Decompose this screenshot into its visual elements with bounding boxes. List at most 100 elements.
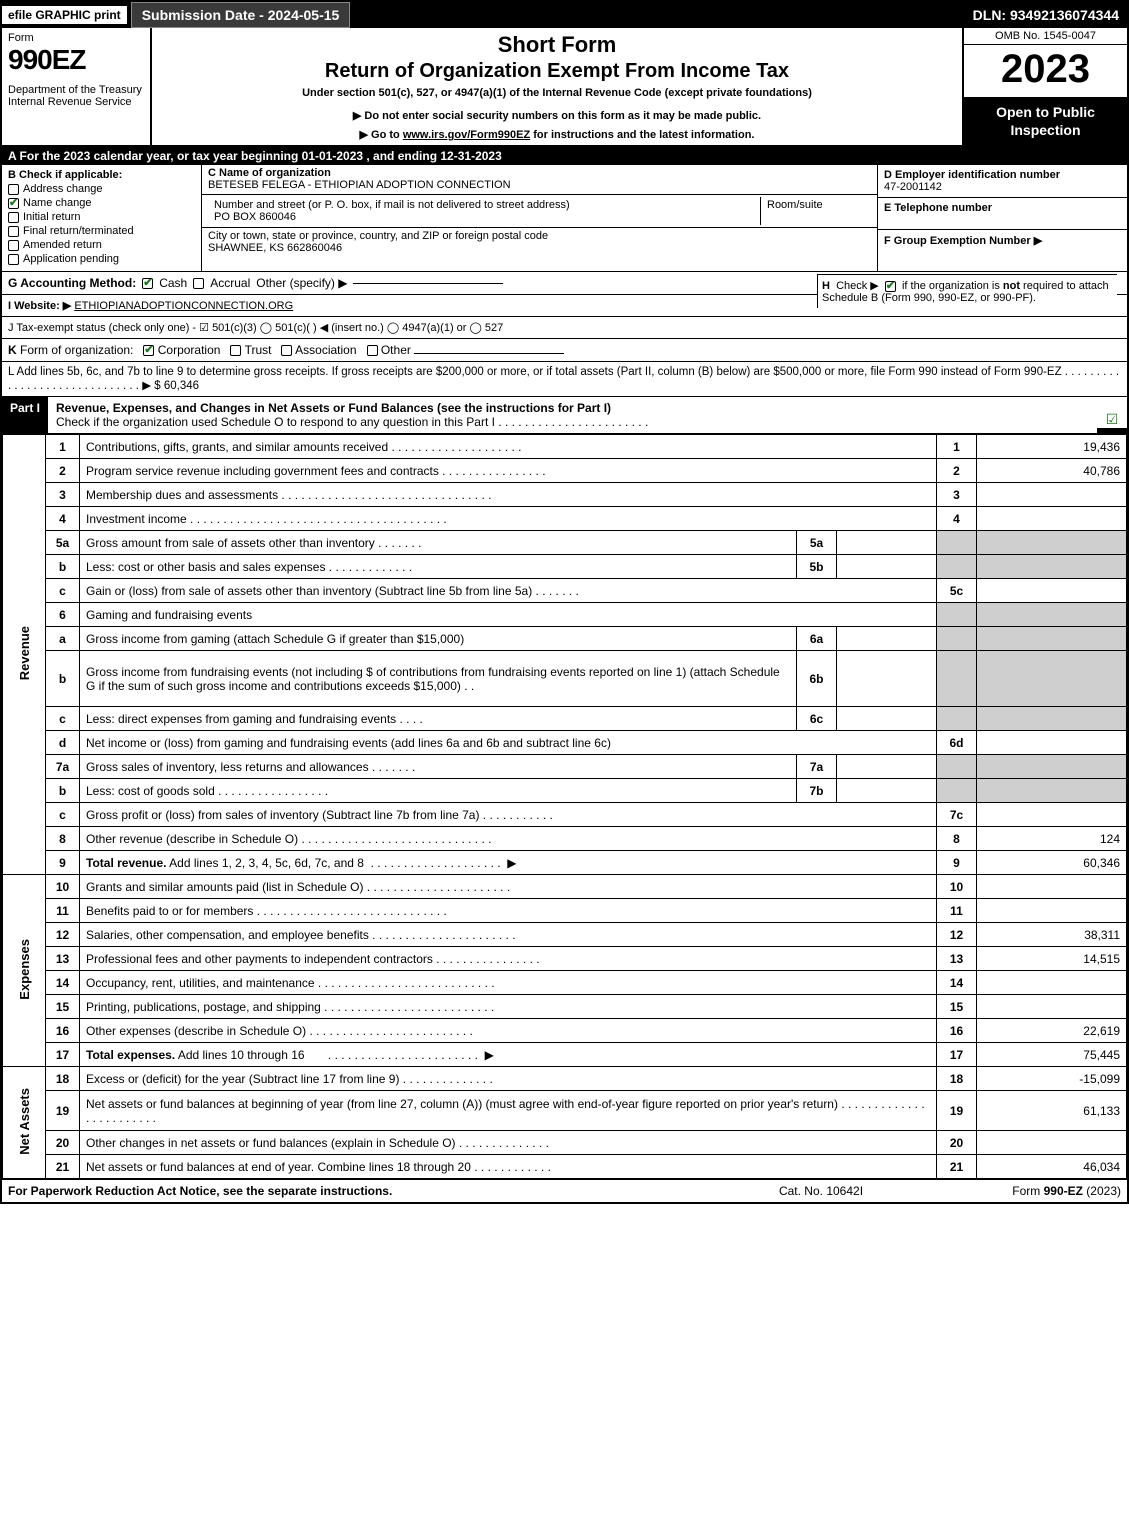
org-city: SHAWNEE, KS 662860046 — [208, 242, 342, 254]
chk-label: Initial return — [23, 211, 80, 223]
part-i-label: Part I — [2, 397, 48, 419]
table-row: 14 Occupancy, rent, utilities, and maint… — [3, 971, 1127, 995]
line-num: 1 — [46, 435, 80, 459]
table-row: 3 Membership dues and assessments . . . … — [3, 483, 1127, 507]
chk-amended-return[interactable]: Amended return — [8, 239, 195, 251]
table-row: c Less: direct expenses from gaming and … — [3, 707, 1127, 731]
chk-other-org[interactable] — [367, 345, 378, 356]
line-box: 1 — [937, 435, 977, 459]
org-name: BETESEB FELEGA - ETHIOPIAN ADOPTION CONN… — [208, 179, 511, 191]
table-row: d Net income or (loss) from gaming and f… — [3, 731, 1127, 755]
other-label: Other (specify) ▶ — [256, 276, 347, 290]
chk-name-change[interactable]: Name change — [8, 197, 195, 209]
part-i-check[interactable]: ☑ — [1097, 397, 1127, 428]
section-b-header: B Check if applicable: — [8, 169, 195, 181]
chk-final-return[interactable]: Final return/terminated — [8, 225, 195, 237]
line-h-schedule-b: H Check ▶ if the organization is not req… — [817, 274, 1117, 308]
telephone-cell: E Telephone number — [878, 198, 1127, 230]
other-specify-input[interactable] — [353, 283, 503, 284]
entity-block: B Check if applicable: Address change Na… — [2, 165, 1127, 272]
chk-trust[interactable] — [230, 345, 241, 356]
chk-label: Application pending — [23, 253, 119, 265]
line-l-amount: 60,346 — [164, 380, 199, 392]
subtitle-ssn-warning: ▶ Do not enter social security numbers o… — [160, 109, 954, 122]
address-row: Number and street (or P. O. box, if mail… — [202, 195, 877, 228]
org-address: PO BOX 860046 — [214, 211, 296, 223]
chk-initial-return[interactable]: Initial return — [8, 211, 195, 223]
efile-print-label[interactable]: efile GRAPHIC print — [2, 6, 127, 24]
title-return: Return of Organization Exempt From Incom… — [160, 60, 954, 83]
omb-number: OMB No. 1545-0047 — [964, 28, 1127, 45]
tax-year: 2023 — [964, 45, 1127, 97]
city-label: City or town, state or province, country… — [208, 230, 548, 242]
section-b-checkboxes: B Check if applicable: Address change Na… — [2, 165, 202, 271]
chk-accrual[interactable] — [193, 278, 204, 289]
header-right: OMB No. 1545-0047 2023 Open to Public In… — [962, 28, 1127, 145]
chk-application-pending[interactable]: Application pending — [8, 253, 195, 265]
table-row: Expenses 10 Grants and similar amounts p… — [3, 875, 1127, 899]
irs-link[interactable]: www.irs.gov/Form990EZ — [403, 129, 530, 141]
public-inspection-badge: Open to Public Inspection — [964, 97, 1127, 145]
form-header: Form 990EZ Department of the Treasury In… — [2, 28, 1127, 147]
title-short-form: Short Form — [160, 32, 954, 58]
header-middle: Short Form Return of Organization Exempt… — [152, 28, 962, 145]
table-row: a Gross income from gaming (attach Sched… — [3, 627, 1127, 651]
name-label: C Name of organization — [208, 167, 331, 179]
table-row: 13 Professional fees and other payments … — [3, 947, 1127, 971]
line-a-tax-year: A For the 2023 calendar year, or tax yea… — [2, 147, 1127, 165]
footer-form-ref: Form 990-EZ (2023) — [921, 1184, 1121, 1198]
table-row: 6 Gaming and fundraising events — [3, 603, 1127, 627]
group-exemption-cell: F Group Exemption Number ▶ — [878, 230, 1127, 262]
table-row: c Gain or (loss) from sale of assets oth… — [3, 579, 1127, 603]
table-row: b Less: cost or other basis and sales ex… — [3, 555, 1127, 579]
page-footer: For Paperwork Reduction Act Notice, see … — [2, 1179, 1127, 1202]
section-d-e-f: D Employer identification number 47-2001… — [877, 165, 1127, 271]
cash-label: Cash — [159, 276, 187, 290]
website-label: I Website: ▶ — [8, 300, 71, 312]
header-left: Form 990EZ Department of the Treasury In… — [2, 28, 152, 145]
chk-association[interactable] — [281, 345, 292, 356]
department-label: Department of the Treasury Internal Reve… — [8, 84, 144, 108]
table-row: b Gross income from fundraising events (… — [3, 651, 1127, 707]
grp-label: F Group Exemption Number ▶ — [884, 234, 1121, 247]
footer-left: For Paperwork Reduction Act Notice, see … — [8, 1184, 721, 1198]
ein-label: D Employer identification number — [884, 169, 1121, 181]
table-row: 16 Other expenses (describe in Schedule … — [3, 1019, 1127, 1043]
footer-cat-no: Cat. No. 10642I — [721, 1184, 921, 1198]
city-row: City or town, state or province, country… — [202, 228, 877, 258]
line-amt: 19,436 — [977, 435, 1127, 459]
table-row: 15 Printing, publications, postage, and … — [3, 995, 1127, 1019]
line-j-tax-exempt: J Tax-exempt status (check only one) - ☑… — [2, 317, 1127, 339]
form-990ez-page: efile GRAPHIC print Submission Date - 20… — [0, 0, 1129, 1204]
subtitle-link: ▶ Go to www.irs.gov/Form990EZ for instru… — [160, 128, 954, 141]
org-name-row: C Name of organization BETESEB FELEGA - … — [202, 165, 877, 195]
table-row: Net Assets 18 Excess or (deficit) for th… — [3, 1067, 1127, 1091]
table-row: 21 Net assets or fund balances at end of… — [3, 1155, 1127, 1179]
part-i-title-block: Revenue, Expenses, and Changes in Net As… — [48, 397, 1097, 433]
ein-cell: D Employer identification number 47-2001… — [878, 165, 1127, 198]
part-i-header: Part I Revenue, Expenses, and Changes in… — [2, 397, 1127, 434]
expenses-sidelabel: Expenses — [3, 875, 46, 1067]
form-number: 990EZ — [8, 44, 144, 76]
table-row: 9 Total revenue. Add lines 1, 2, 3, 4, 5… — [3, 851, 1127, 875]
g-label: G Accounting Method: — [8, 276, 136, 290]
submission-date-button[interactable]: Submission Date - 2024-05-15 — [131, 2, 351, 28]
ein-value: 47-2001142 — [884, 181, 1121, 193]
table-row: 4 Investment income . . . . . . . . . . … — [3, 507, 1127, 531]
table-row: 2 Program service revenue including gove… — [3, 459, 1127, 483]
website-link[interactable]: ETHIOPIANADOPTIONCONNECTION.ORG — [74, 300, 293, 312]
chk-schedule-b[interactable] — [885, 281, 896, 292]
revenue-sidelabel: Revenue — [3, 435, 46, 875]
table-row: 8 Other revenue (describe in Schedule O)… — [3, 827, 1127, 851]
table-row: 17 Total expenses. Add lines 10 through … — [3, 1043, 1127, 1067]
chk-cash[interactable] — [142, 278, 153, 289]
chk-corporation[interactable] — [143, 345, 154, 356]
chk-address-change[interactable]: Address change — [8, 183, 195, 195]
accrual-label: Accrual — [210, 276, 250, 290]
table-row: c Gross profit or (loss) from sales of i… — [3, 803, 1127, 827]
top-bar: efile GRAPHIC print Submission Date - 20… — [2, 2, 1127, 28]
revenue-table: Revenue 1 Contributions, gifts, grants, … — [2, 434, 1127, 1179]
other-org-input[interactable] — [414, 353, 564, 354]
chk-label: Name change — [23, 197, 92, 209]
table-row: 7a Gross sales of inventory, less return… — [3, 755, 1127, 779]
